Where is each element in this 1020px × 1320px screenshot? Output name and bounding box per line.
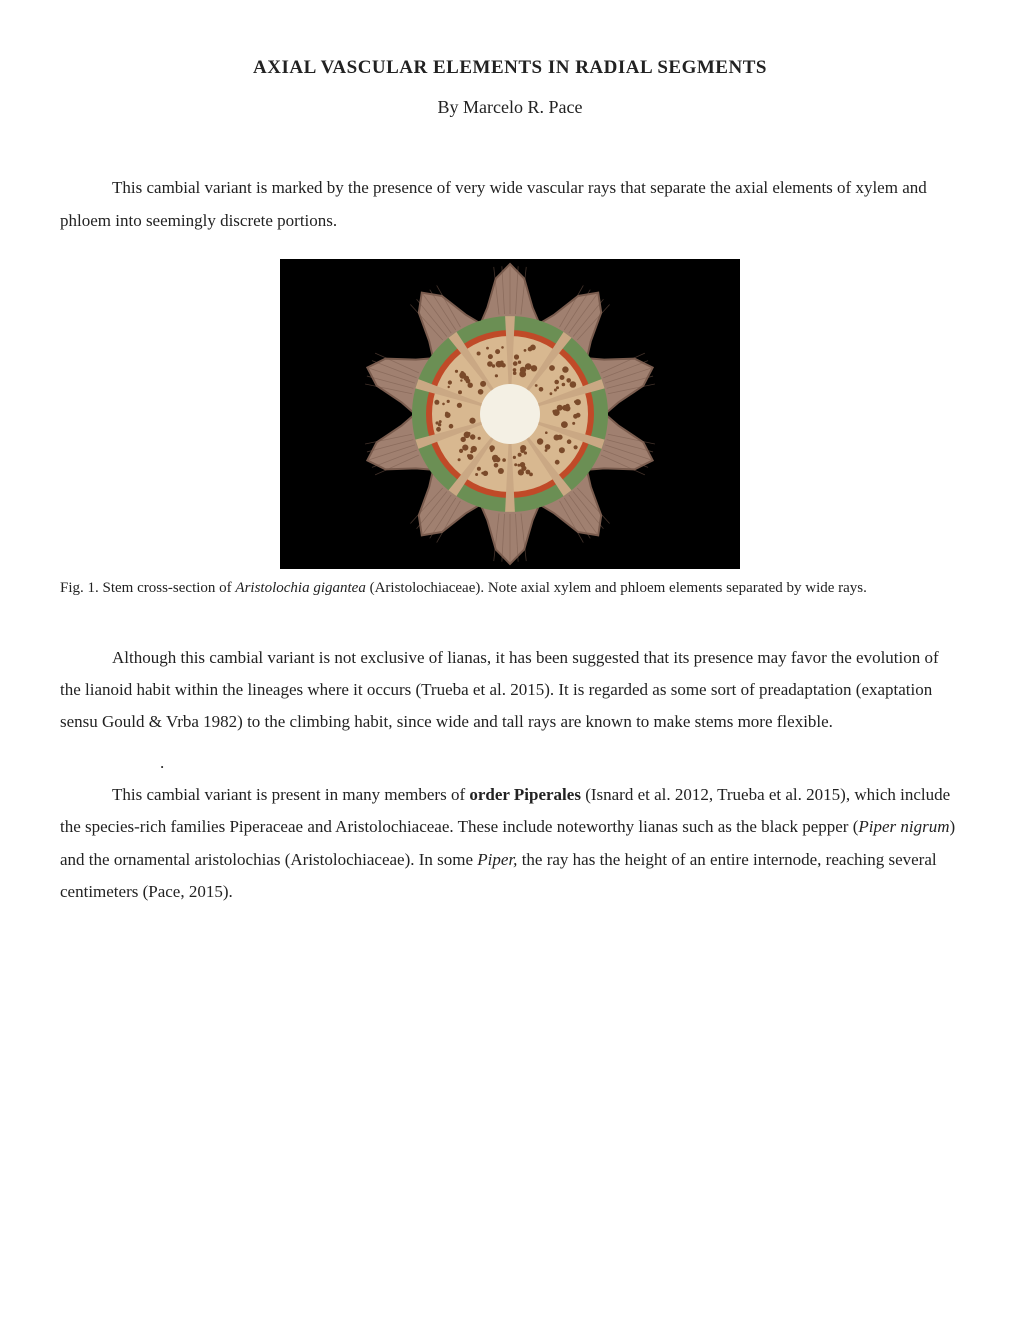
stray-dot: . (60, 747, 960, 779)
page-title: AXIAL VASCULAR ELEMENTS IN RADIAL SEGMEN… (60, 50, 960, 86)
p3-bold: order Piperales (469, 785, 581, 804)
p3-em1: Piper nigrum (858, 817, 949, 836)
caption-pre: Fig. 1. Stem cross-section of (60, 580, 235, 596)
p3-em2: Piper, (477, 850, 517, 869)
p3-a: This cambial variant is present in many … (112, 785, 469, 804)
byline: By Marcelo R. Pace (60, 90, 960, 124)
paragraph-2: Although this cambial variant is not exc… (60, 642, 960, 739)
caption-species: Aristolochia gigantea (235, 580, 365, 596)
caption-post: (Aristolochiaceae). Note axial xylem and… (370, 580, 867, 596)
figure-1-caption: Fig. 1. Stem cross-section of Aristoloch… (60, 575, 960, 602)
intro-paragraph: This cambial variant is marked by the pr… (60, 172, 960, 237)
figure-1 (60, 259, 960, 569)
stem-cross-section (280, 259, 740, 569)
paragraph-3: This cambial variant is present in many … (60, 779, 960, 908)
